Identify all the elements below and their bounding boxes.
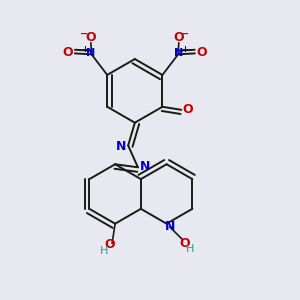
Text: O: O xyxy=(196,46,207,59)
Text: O: O xyxy=(104,238,115,251)
Text: +: + xyxy=(182,45,188,54)
Text: O: O xyxy=(173,31,184,44)
Text: O: O xyxy=(179,237,190,250)
Text: −: − xyxy=(182,29,190,39)
Text: H: H xyxy=(100,246,109,256)
Text: H: H xyxy=(186,244,194,254)
Text: +: + xyxy=(81,45,88,54)
Text: −: − xyxy=(80,29,88,39)
Text: N: N xyxy=(165,220,175,232)
Text: N: N xyxy=(116,140,127,153)
Text: O: O xyxy=(183,103,193,116)
Text: N: N xyxy=(140,160,150,173)
Text: O: O xyxy=(63,46,74,59)
Text: N: N xyxy=(174,48,183,59)
Text: N: N xyxy=(86,48,95,59)
Text: O: O xyxy=(85,31,96,44)
